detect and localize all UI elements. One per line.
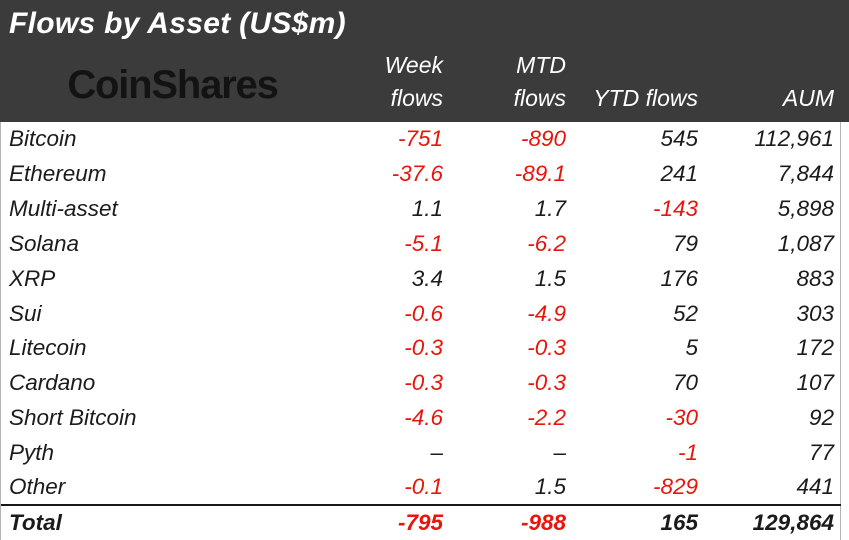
- asset-cell: XRP: [9, 265, 56, 291]
- table-row: Pyth – – -1 77: [1, 435, 841, 470]
- asset-cell: Short Bitcoin: [9, 405, 137, 431]
- asset-cell: Other: [9, 474, 66, 500]
- table-row: Short Bitcoin -4.6 -2.2 -30 92: [1, 401, 841, 436]
- table-row: Sui -0.6 -4.9 52 303: [1, 296, 841, 331]
- aum-cell: 129,864: [698, 504, 841, 540]
- aum-cell: 77: [808, 439, 834, 465]
- ytd-flows-cell: -829: [652, 474, 698, 500]
- aum-cell: 7,844: [777, 161, 834, 187]
- ytd-flows-cell: 545: [660, 126, 698, 152]
- flows-table: Bitcoin -751 -890 545 112,961 Ethereum -37.6 -8…: [1, 122, 841, 540]
- ytd-flows-cell: -30: [665, 405, 698, 431]
- ytd-flows-cell: 79: [672, 230, 698, 256]
- aum-cell: 107: [796, 370, 834, 396]
- week-flows-cell: -0.3: [404, 370, 443, 396]
- aum-cell: 172: [796, 335, 834, 361]
- aum-cell: 112,961: [754, 126, 834, 152]
- week-flows-cell: -4.6: [404, 405, 443, 431]
- asset-cell: Litecoin: [9, 335, 87, 361]
- asset-cell: Sui: [9, 300, 42, 326]
- table-row: Bitcoin -751 -890 545 112,961: [1, 122, 841, 157]
- table-body: Bitcoin -751 -890 545 112,961 Ethereum -37.6 -8…: [1, 122, 841, 540]
- asset-cell: Multi-asset: [9, 196, 118, 222]
- column-header-ytd-flows: YTD flows: [593, 85, 698, 111]
- column-header-aum: AUM: [782, 85, 834, 111]
- mtd-flows-cell: 1.5: [534, 265, 566, 291]
- aum-cell: 441: [796, 474, 834, 500]
- mtd-flows-cell: 1.7: [534, 196, 566, 222]
- table-row: Other -0.1 1.5 -829 441: [1, 470, 841, 505]
- mtd-flows-cell: -988: [443, 504, 566, 540]
- coinshares-logo: CoinShares: [67, 63, 278, 107]
- table-container: Bitcoin -751 -890 545 112,961 Ethereum -37.6 -8…: [0, 122, 841, 540]
- aum-cell: 92: [808, 405, 834, 431]
- mtd-flows-cell: -2.2: [527, 405, 566, 431]
- aum-cell: 5,898: [777, 196, 834, 222]
- table-row: Ethereum -37.6 -89.1 241 7,844: [1, 157, 841, 192]
- brand-cell: CoinShares: [0, 48, 345, 122]
- week-flows-cell: -37.6: [391, 161, 443, 187]
- aum-cell: 883: [796, 265, 834, 291]
- ytd-flows-cell: 241: [660, 161, 698, 187]
- table-row: XRP 3.4 1.5 176 883: [1, 261, 841, 296]
- table-row: Litecoin -0.3 -0.3 5 172: [1, 331, 841, 366]
- week-flows-cell: 3.4: [411, 265, 443, 291]
- mtd-flows-cell: -6.2: [527, 230, 566, 256]
- mtd-flows-cell: -89.1: [514, 161, 566, 187]
- mtd-flows-cell: 1.5: [534, 474, 566, 500]
- aum-cell: 1,087: [777, 230, 834, 256]
- week-flows-cell: -751: [397, 126, 443, 152]
- ytd-flows-cell: -143: [652, 196, 698, 222]
- ytd-flows-cell: 176: [660, 265, 698, 291]
- page-title: Flows by Asset (US$m): [9, 7, 346, 40]
- mtd-flows-cell: -0.3: [527, 335, 566, 361]
- asset-cell: Solana: [9, 230, 80, 256]
- table-row: Multi-asset 1.1 1.7 -143 5,898: [1, 192, 841, 227]
- column-header-week-flows: Week flows: [384, 52, 443, 111]
- ytd-flows-cell: 165: [566, 504, 698, 540]
- ytd-flows-cell: 70: [672, 370, 698, 396]
- column-header-row: CoinShares Week flows MTD flows YTD flow…: [0, 48, 849, 122]
- mtd-flows-cell: -890: [520, 126, 566, 152]
- aum-cell: 303: [796, 300, 834, 326]
- table-row: Cardano -0.3 -0.3 70 107: [1, 366, 841, 401]
- week-flows-cell: 1.1: [411, 196, 443, 222]
- total-row: Total -795 -988 165 129,864: [1, 504, 841, 540]
- week-flows-cell: -0.1: [404, 474, 443, 500]
- table-row: Solana -5.1 -6.2 79 1,087: [1, 226, 841, 261]
- mtd-flows-cell: –: [553, 439, 566, 465]
- week-flows-cell: –: [430, 439, 443, 465]
- asset-cell: Ethereum: [9, 161, 107, 187]
- mtd-flows-cell: -0.3: [527, 370, 566, 396]
- asset-cell: Total: [1, 504, 345, 540]
- week-flows-cell: -795: [345, 504, 443, 540]
- week-flows-cell: -0.6: [404, 300, 443, 326]
- ytd-flows-cell: 5: [685, 335, 698, 361]
- column-header-mtd-flows: MTD flows: [513, 52, 566, 111]
- ytd-flows-cell: 52: [672, 300, 698, 326]
- mtd-flows-cell: -4.9: [527, 300, 566, 326]
- asset-cell: Pyth: [9, 439, 55, 465]
- asset-cell: Cardano: [9, 370, 96, 396]
- ytd-flows-cell: -1: [677, 439, 698, 465]
- week-flows-cell: -5.1: [404, 230, 443, 256]
- report-header: Flows by Asset (US$m) CoinShares Week fl…: [0, 0, 849, 122]
- week-flows-cell: -0.3: [404, 335, 443, 361]
- asset-cell: Bitcoin: [9, 126, 77, 152]
